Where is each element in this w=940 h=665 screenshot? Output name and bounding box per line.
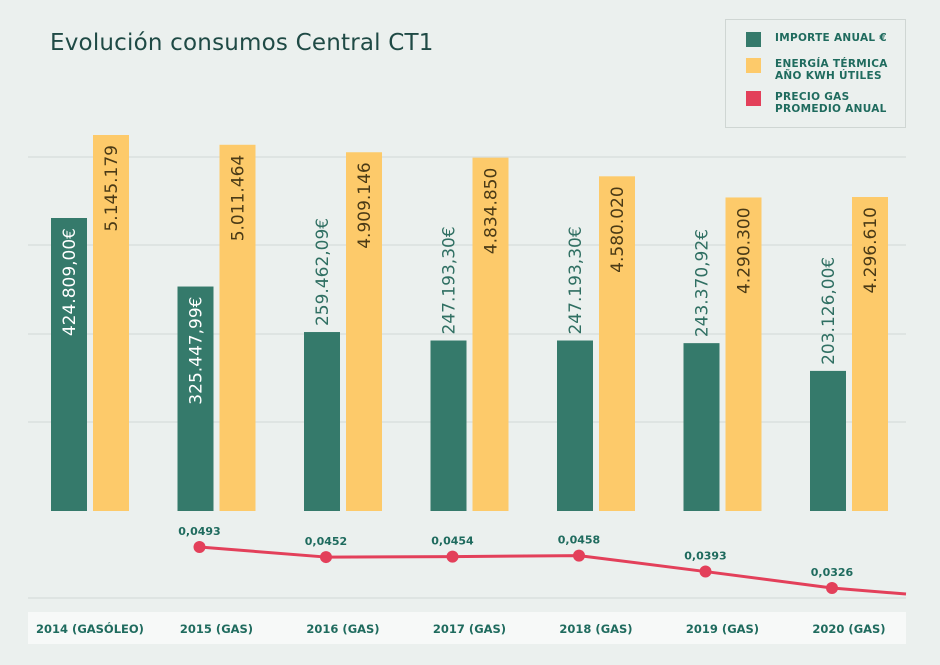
bar-importe-0 <box>51 218 87 511</box>
bar-importe-5 <box>683 343 720 511</box>
legend: IMPORTE ANUAL € ENERGÍA TÉRMICA AÑO KWH … <box>725 19 906 128</box>
x-tick-label-1: 2015 (GAS) <box>180 622 253 636</box>
price-point-1 <box>193 541 206 553</box>
bar-label-energia-1: 5.011.464 <box>229 155 249 242</box>
x-tick-label-5: 2019 (GAS) <box>686 622 759 636</box>
bar-label-importe-1: 325.447,99€ <box>187 297 207 405</box>
bar-importe-1 <box>177 286 214 511</box>
price-label-1: 0,0493 <box>178 525 220 538</box>
x-tick-label-0: 2014 (GASÓLEO) <box>36 621 144 636</box>
bar-importe-4 <box>557 340 593 511</box>
bar-energia-5 <box>725 197 762 511</box>
bar-label-energia-4: 4.580.020 <box>608 186 628 273</box>
bar-label-importe-3: 247.193,30€ <box>440 226 460 334</box>
bar-label-energia-5: 4.290.300 <box>735 207 755 294</box>
legend-label-importe: IMPORTE ANUAL € <box>775 32 887 44</box>
legend-item-importe: IMPORTE ANUAL € <box>746 32 887 47</box>
bar-energia-1 <box>219 144 256 511</box>
bar-energia-4 <box>599 176 635 511</box>
price-point-2 <box>320 551 332 564</box>
bar-label-importe-5: 243.370,92€ <box>693 229 713 337</box>
legend-label-energia: ENERGÍA TÉRMICA AÑO KWH ÚTILES <box>775 58 888 82</box>
bar-label-importe-6: 203.126,00€ <box>819 257 839 365</box>
legend-item-energia: ENERGÍA TÉRMICA AÑO KWH ÚTILES <box>746 58 888 82</box>
price-label-4: 0,0458 <box>558 534 600 547</box>
x-tick-label-3: 2017 (GAS) <box>433 622 506 636</box>
bar-energia-3 <box>472 157 509 511</box>
bar-importe-6 <box>810 370 846 511</box>
bar-importe-2 <box>304 332 340 511</box>
legend-swatch-precio <box>746 91 761 106</box>
legend-label-precio: PRECIO GAS PROMEDIO ANUAL <box>775 91 887 115</box>
chart-title: Evolución consumos Central CT1 <box>50 30 434 56</box>
bar-label-importe-4: 247.193,30€ <box>566 226 586 334</box>
price-point-6 <box>826 582 838 594</box>
price-label-2: 0,0452 <box>305 535 347 548</box>
price-point-3 <box>446 550 459 563</box>
bar-label-energia-3: 4.834.850 <box>482 168 502 255</box>
bar-label-importe-2: 259.462,09€ <box>313 218 333 326</box>
bar-label-energia-0: 5.145.179 <box>102 145 122 232</box>
legend-item-precio: PRECIO GAS PROMEDIO ANUAL <box>746 91 887 115</box>
x-tick-label-2: 2016 (GAS) <box>306 622 379 636</box>
price-line <box>199 545 907 596</box>
legend-swatch-importe <box>746 32 761 47</box>
price-point-5 <box>699 565 712 578</box>
bar-energia-2 <box>346 152 382 511</box>
legend-swatch-energia <box>746 58 761 73</box>
bar-label-energia-6: 4.296.610 <box>861 207 881 294</box>
bar-label-importe-0: 424.809,00€ <box>60 228 80 336</box>
bar-energia-0 <box>93 135 129 511</box>
price-label-5: 0,0393 <box>684 550 726 563</box>
price-label-3: 0,0454 <box>431 535 474 548</box>
x-axis-band <box>28 612 906 644</box>
price-label-6: 0,0326 <box>811 566 854 579</box>
bar-label-energia-2: 4.909.146 <box>355 162 375 249</box>
price-point-4 <box>573 549 585 562</box>
bar-energia-6 <box>852 197 888 511</box>
x-tick-label-4: 2018 (GAS) <box>559 622 632 636</box>
bar-importe-3 <box>430 340 467 511</box>
x-tick-label-6: 2020 (GAS) <box>812 622 885 636</box>
